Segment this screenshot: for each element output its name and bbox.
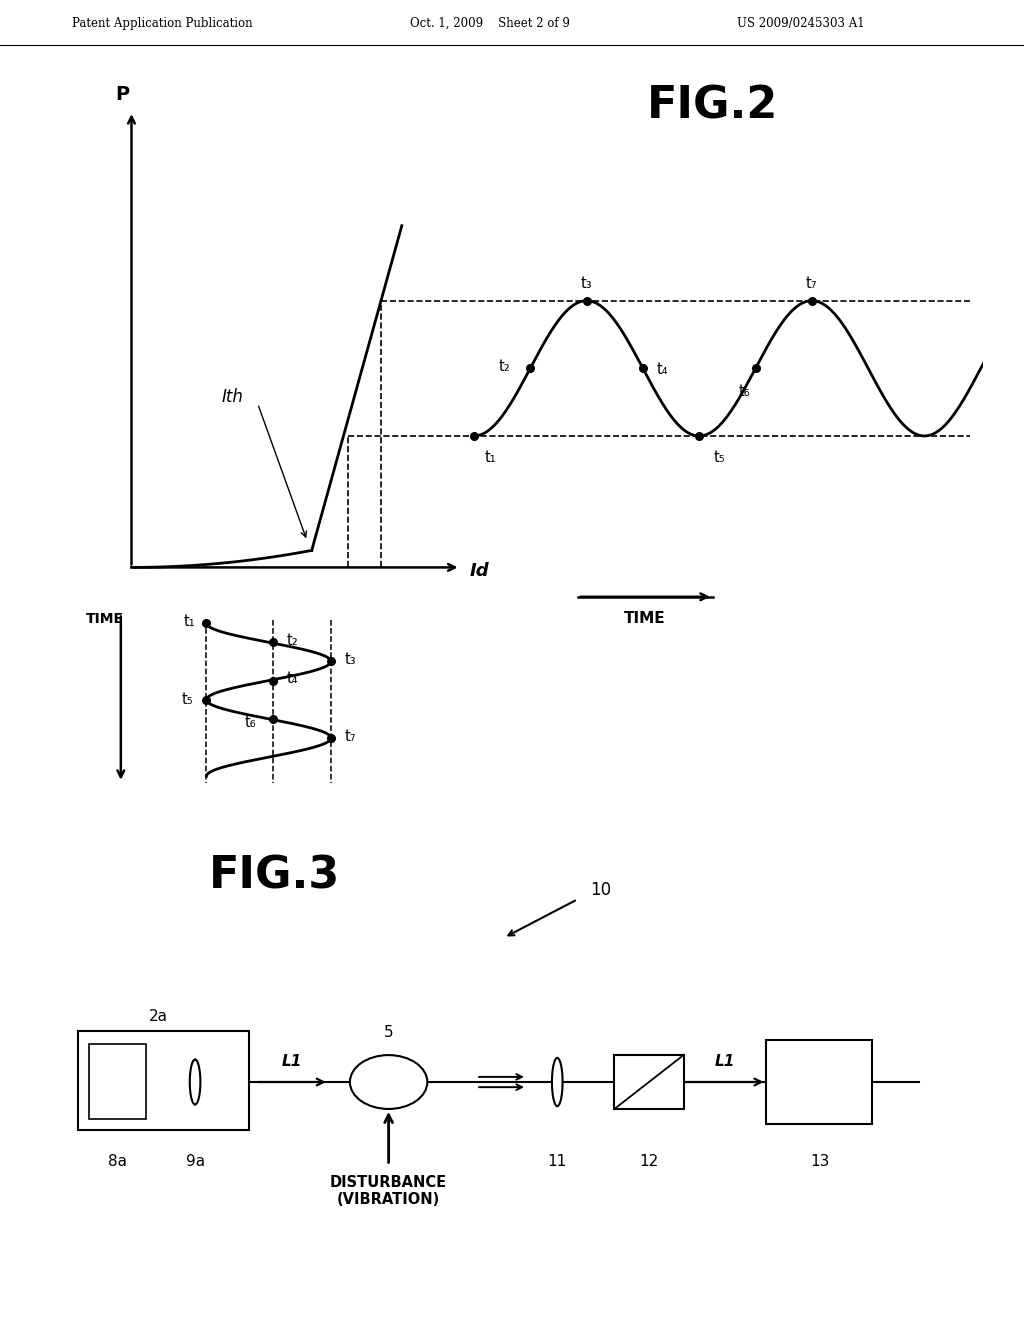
Text: 12: 12 [640,1154,659,1168]
Text: US 2009/0245303 A1: US 2009/0245303 A1 [737,17,865,30]
Text: t₃: t₃ [581,276,592,292]
Text: P: P [116,84,129,103]
Text: 9a: 9a [185,1154,205,1168]
Polygon shape [552,1059,562,1106]
Circle shape [350,1055,427,1109]
Text: t₇: t₇ [345,729,356,744]
Text: 2a: 2a [148,1010,168,1024]
Text: 11: 11 [548,1154,567,1168]
Text: Patent Application Publication: Patent Application Publication [72,17,252,30]
Text: t₆: t₆ [739,384,751,399]
Text: TIME: TIME [625,611,666,626]
Text: DISTURBANCE
(VIBRATION): DISTURBANCE (VIBRATION) [330,1175,447,1208]
Text: FIG.3: FIG.3 [209,854,340,898]
Polygon shape [189,1060,201,1105]
Text: t₁: t₁ [183,614,196,630]
FancyBboxPatch shape [89,1044,146,1119]
Text: t₄: t₄ [287,672,298,686]
Text: t₅: t₅ [713,450,725,465]
Text: t₂: t₂ [286,634,298,648]
Text: t₄: t₄ [657,363,669,378]
Text: t₆: t₆ [245,715,257,730]
Text: 13: 13 [810,1154,829,1168]
Text: t₇: t₇ [806,276,817,292]
Text: L1: L1 [282,1055,302,1069]
Text: t₂: t₂ [499,359,511,375]
Text: t₅: t₅ [181,692,193,708]
Text: Ith: Ith [221,388,244,407]
Text: TIME: TIME [86,612,124,626]
Text: Oct. 1, 2009    Sheet 2 of 9: Oct. 1, 2009 Sheet 2 of 9 [410,17,569,30]
FancyBboxPatch shape [766,1040,872,1123]
Text: t₃: t₃ [345,652,356,668]
Text: 5: 5 [384,1026,393,1040]
Text: L1: L1 [715,1055,735,1069]
Text: Id: Id [469,562,489,581]
FancyBboxPatch shape [78,1031,249,1130]
Text: t₁: t₁ [484,450,496,465]
FancyBboxPatch shape [614,1055,684,1109]
Text: 10: 10 [590,880,611,899]
Text: FIG.2: FIG.2 [647,84,778,127]
Text: 8a: 8a [109,1154,127,1168]
